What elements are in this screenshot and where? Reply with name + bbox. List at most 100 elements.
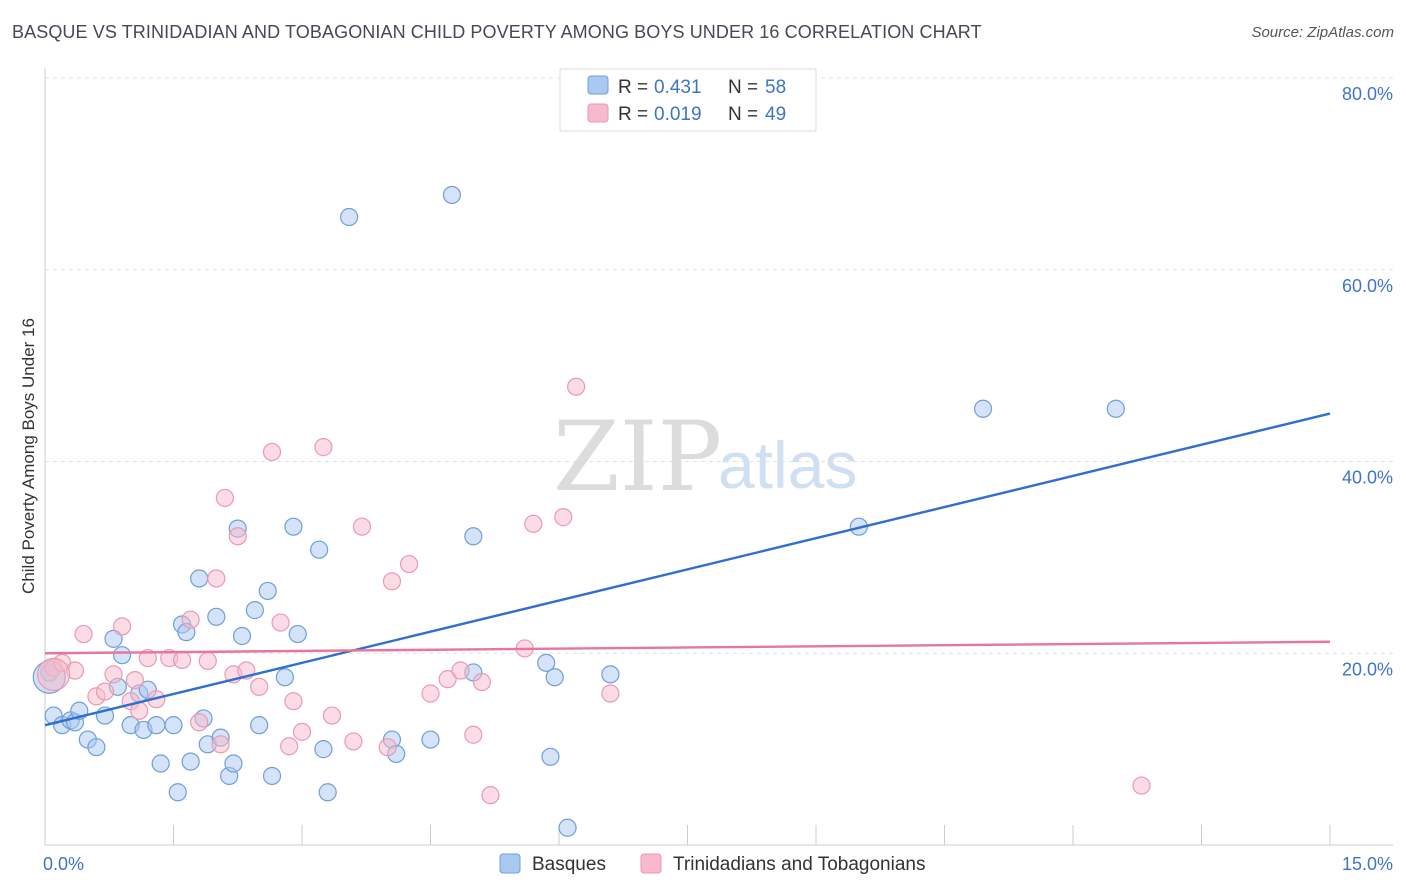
basques-point-11	[112, 646, 132, 665]
basques-point-33	[250, 716, 269, 735]
watermark-atlas: atlas	[718, 428, 857, 502]
y-tick-label-0: 20.0%	[1342, 659, 1393, 679]
legend-n-label-trinidadians: N =	[728, 104, 758, 125]
trinidadians-point-24	[250, 677, 269, 696]
chart-title: BASQUE VS TRINIDADIAN AND TOBAGONIAN CHI…	[12, 22, 982, 42]
basques-point-18	[164, 716, 183, 735]
trinidadians-trend-line	[44, 640, 1331, 655]
trinidadians-point-45	[554, 508, 573, 527]
basques-point-50	[541, 747, 560, 766]
bottom-legend-label-basques: Basques	[532, 854, 606, 875]
trinidadians-point-26	[271, 613, 290, 632]
trinidadians-point-6	[104, 665, 123, 684]
trinidadians-point-18	[207, 569, 226, 588]
basques-point-51	[545, 668, 564, 687]
legend-r-label-trinidadians: R =	[618, 104, 648, 125]
basques-point-35	[262, 766, 282, 786]
series-basques-points	[32, 185, 1125, 837]
trinidadians-point-7	[112, 617, 132, 636]
legend-n-label-basques: N =	[728, 77, 758, 98]
basques-point-32	[245, 601, 264, 620]
trinidadians-point-40	[464, 725, 483, 744]
basques-point-40	[314, 740, 333, 759]
trend-lines	[44, 412, 1331, 727]
y-tick-label-2: 60.0%	[1342, 276, 1393, 296]
trinidadians-point-44	[524, 514, 543, 533]
trinidadians-point-41	[472, 672, 491, 692]
basques-point-37	[284, 517, 303, 536]
legend: R = 0.431 N = 58 R = 0.019 N = 49	[559, 68, 817, 132]
legend-r-value-trinidadians: 0.019	[654, 104, 702, 125]
basques-point-53	[601, 665, 620, 684]
trinidadians-point-19	[211, 735, 230, 754]
watermark: ZIP atlas	[553, 401, 857, 513]
bottom-legend-swatch-trinidadians	[640, 853, 662, 874]
y-tick-label-3: 80.0%	[1342, 84, 1393, 104]
trinidadians-point-32	[344, 732, 363, 751]
trinidadians-point-39	[451, 661, 470, 680]
basques-point-31	[232, 626, 252, 646]
trinidadians-point-47	[601, 684, 620, 703]
basques-point-55	[973, 399, 993, 418]
trinidadians-point-25	[262, 442, 282, 462]
trinidadians-point-31	[322, 706, 342, 725]
trinidadians-point-33	[352, 517, 372, 536]
legend-r-value-basques: 0.431	[654, 77, 702, 98]
basques-point-39	[310, 540, 329, 559]
basques-point-49	[537, 653, 556, 672]
legend-swatch-trinidadians	[587, 103, 609, 123]
trinidadians-point-36	[399, 554, 419, 574]
basques-point-47	[464, 527, 483, 546]
basques-point-29	[224, 754, 243, 773]
basques-point-22	[181, 752, 200, 771]
basques-point-19	[168, 783, 187, 802]
y-tick-labels: 20.0% 40.0% 60.0% 80.0%	[1342, 84, 1393, 679]
trinidadians-point-37	[421, 684, 440, 703]
basques-point-46	[442, 185, 462, 205]
trinidadians-point-3	[74, 624, 93, 644]
trinidadians-point-11	[138, 648, 157, 668]
basques-point-52	[558, 818, 577, 837]
bottom-legend: Basques Trinidadians and Tobagonians	[499, 853, 925, 875]
trinidadians-point-30	[314, 438, 333, 457]
watermark-zip: ZIP	[553, 401, 722, 513]
trinidadians-point-29	[292, 722, 312, 741]
bottom-legend-swatch-basques	[499, 853, 521, 874]
legend-swatch-basques	[587, 75, 609, 95]
basques-point-34	[258, 581, 277, 601]
basques-trend-line	[44, 412, 1331, 727]
y-tick-label-1: 40.0%	[1342, 468, 1393, 488]
x-tick-labels: 0.0% 15.0%	[43, 854, 1393, 874]
trinidadians-point-17	[198, 651, 217, 671]
gridlines	[45, 77, 1393, 654]
trinidadians-point-20	[215, 488, 234, 508]
trinidadians-point-49	[36, 657, 71, 691]
trinidadians-point-48	[1132, 776, 1151, 795]
legend-n-value-trinidadians: 49	[765, 104, 786, 125]
basques-point-16	[147, 716, 166, 735]
basques-point-41	[318, 783, 337, 802]
trinidadians-point-14	[172, 650, 192, 670]
trinidadians-point-46	[567, 377, 586, 396]
y-axis-label: Child Poverty Among Boys Under 16	[19, 318, 38, 594]
source-credit: Source: ZipAtlas.com	[1251, 24, 1394, 41]
basques-point-38	[288, 624, 307, 644]
trinidadians-point-27	[280, 737, 299, 756]
basques-point-56	[1106, 399, 1125, 418]
basques-point-17	[151, 754, 170, 773]
trinidadians-point-22	[228, 527, 247, 546]
legend-n-value-basques: 58	[765, 77, 786, 98]
basques-point-36	[275, 668, 294, 687]
basques-point-45	[421, 730, 440, 749]
trinidadians-point-28	[284, 692, 303, 711]
x-tick-label-max: 15.0%	[1342, 854, 1393, 874]
basques-point-7	[87, 738, 106, 757]
trinidadians-point-34	[378, 738, 397, 757]
trinidadians-point-16	[190, 713, 209, 732]
basques-point-9	[104, 629, 123, 648]
x-tick-label-min: 0.0%	[43, 854, 84, 874]
trinidadians-point-35	[382, 572, 402, 591]
series-trinidadians-points	[36, 377, 1151, 805]
trinidadians-point-42	[481, 786, 500, 805]
